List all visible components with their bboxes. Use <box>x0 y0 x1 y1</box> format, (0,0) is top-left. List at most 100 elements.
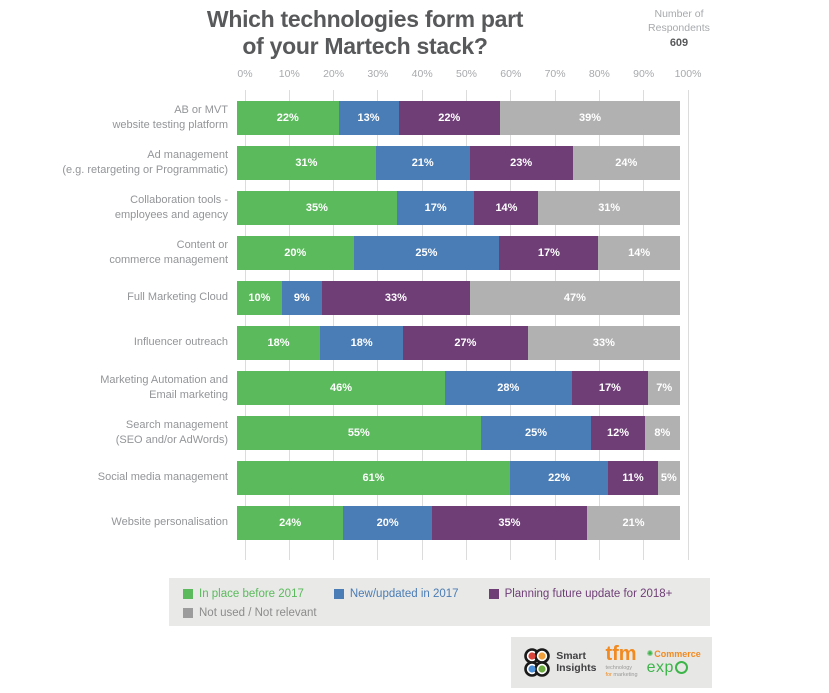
bar-segment: 35% <box>237 190 397 225</box>
table-row: Influencer outreach 18% 18% 27% 33% <box>0 320 688 365</box>
bar-segment: 23% <box>469 145 573 180</box>
x-tick-label: 20% <box>323 68 345 80</box>
bar-segment: 17% <box>571 370 649 405</box>
table-row: Social media management 61% 22% 11% 5% <box>0 455 688 500</box>
respondents-value: 609 <box>669 37 689 50</box>
bar-segment: 9% <box>281 280 323 315</box>
x-tick-label: 10% <box>278 68 300 80</box>
x-tick-label: 60% <box>500 68 522 80</box>
bar-segment: 33% <box>527 325 680 360</box>
gridline <box>554 90 556 560</box>
table-row: Marketing Automation and Email marketing 4… <box>0 365 688 410</box>
bar-segment: 18% <box>320 325 404 360</box>
bar-segment: 20% <box>237 235 354 270</box>
category-label: Influencer outreach <box>133 336 228 349</box>
bar-segment: 33% <box>322 280 470 315</box>
bar-segment: 14% <box>598 235 680 270</box>
gridline <box>333 90 335 560</box>
table-row: Ad management (e.g. retargeting or Progra… <box>0 140 688 185</box>
ecommerce-wordmark: Commerce <box>654 648 701 659</box>
x-tick-label: 40% <box>411 68 433 80</box>
category-label: Ad management (e.g. retargeting or Progra… <box>62 149 228 176</box>
legend-label: Planning future update for 2018+ <box>504 587 673 600</box>
stacked-bar: 24% 20% 35% 21% <box>237 505 680 540</box>
legend: In place before 2017 New/updated in 2017 P… <box>169 578 710 626</box>
bar-segment: 20% <box>343 505 432 540</box>
gridline <box>687 90 689 560</box>
legend-label: New/updated in 2017 <box>349 587 459 600</box>
stacked-bar: 18% 18% 27% 33% <box>237 325 680 360</box>
legend-item: Planning future update for 2018+ <box>488 587 673 600</box>
table-row: Collaboration tools - employees and agenc… <box>0 185 688 230</box>
bar-segment: 13% <box>338 100 399 135</box>
gridline <box>244 90 246 560</box>
expo-text: exp <box>646 658 674 676</box>
stacked-bar: 31% 21% 23% 24% <box>237 145 680 180</box>
x-tick-label: 50% <box>455 68 478 80</box>
expo-o-ring-icon <box>674 661 688 674</box>
bar-segment: 24% <box>237 505 344 540</box>
category-label: Website personalisation <box>111 516 228 529</box>
gridline <box>288 90 290 560</box>
bar-segment: 25% <box>480 415 592 450</box>
legend-swatch <box>183 588 193 599</box>
stacked-bar: 46% 28% 17% 7% <box>237 370 680 405</box>
respondents-note: Number of Respondents 609 <box>636 8 722 51</box>
bar-segment: 7% <box>648 370 680 405</box>
legend-item: In place before 2017 <box>183 588 304 600</box>
table-row: Content or commerce management 20% 25% 17% 14… <box>0 230 688 275</box>
x-tick-label: 80% <box>588 68 610 80</box>
bar-segment: 22% <box>237 100 339 135</box>
bar-segment: 8% <box>644 415 680 450</box>
smart-insights-text: Smart Insights <box>556 650 597 674</box>
bar-segment: 21% <box>586 505 680 540</box>
bar-segment: 61% <box>237 460 510 495</box>
category-label: Content or commerce management <box>109 239 228 266</box>
category-label: Social media management <box>97 471 228 484</box>
gridline <box>510 90 512 560</box>
tfm-wordmark: tfm <box>605 643 637 666</box>
gridline <box>643 90 645 560</box>
stacked-bar: 10% 9% 33% 47% <box>237 280 680 315</box>
table-row: AB or MVT website testing platform 22% 13% 2… <box>0 95 688 140</box>
tfm-logo: tfm technology for marketing <box>605 643 637 679</box>
legend-swatch <box>488 588 499 599</box>
x-axis-ticks: 0% 10% 20% 30% 40% 50% 60% 70% 80% 90% 100% <box>237 68 701 82</box>
bar-segment: 22% <box>398 100 501 135</box>
legend-swatch <box>183 607 193 618</box>
bar-segment: 31% <box>237 145 376 180</box>
bar-segment: 28% <box>444 370 572 405</box>
gridlines <box>244 90 689 560</box>
table-row: Full Marketing Cloud 10% 9% 33% 47% <box>0 275 688 320</box>
bar-segment: 10% <box>237 280 282 315</box>
x-tick-label: 0% <box>237 68 253 80</box>
category-label: Collaboration tools - employees and agenc… <box>114 194 228 221</box>
legend-row: Not used / Not relevant <box>183 604 696 621</box>
x-tick-label: 90% <box>633 68 655 80</box>
bar-segment: 21% <box>375 145 470 180</box>
bar-segment: 24% <box>572 145 680 180</box>
stacked-bar: 61% 22% 11% 5% <box>237 460 680 495</box>
category-label: Search management (SEO and/or AdWords) <box>115 419 228 446</box>
bar-segment: 25% <box>353 235 500 270</box>
table-row: Website personalisation 24% 20% 35% 21% <box>0 500 688 545</box>
stacked-bar: 22% 13% 22% 39% <box>237 100 680 135</box>
legend-label: Not used / Not relevant <box>199 606 317 619</box>
gridline <box>377 90 379 560</box>
bar-segment: 5% <box>657 460 680 495</box>
bar-segment: 17% <box>396 190 475 225</box>
bar-segment: 12% <box>591 415 645 450</box>
legend-item: New/updated in 2017 <box>333 587 459 600</box>
bar-segment: 39% <box>500 100 680 135</box>
gridline <box>421 90 423 560</box>
category-label: Full Marketing Cloud <box>127 291 228 304</box>
bar-segment: 18% <box>237 325 321 360</box>
bar-segment: 27% <box>403 325 528 360</box>
bar-rows: AB or MVT website testing platform 22% 13% 2… <box>0 95 688 545</box>
x-tick-label: 70% <box>544 68 566 80</box>
stacked-bar: 35% 17% 14% 31% <box>237 190 680 225</box>
legend-label: In place before 2017 <box>199 587 304 600</box>
x-tick-label: 30% <box>367 68 389 80</box>
respondents-label-line1: Number of <box>654 8 704 20</box>
